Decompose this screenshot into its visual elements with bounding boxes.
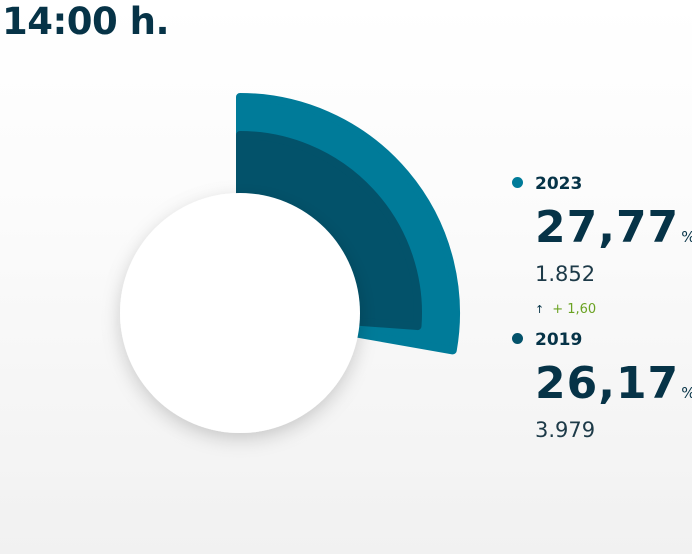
legend: 2023 27,77% 1.852 ↑ + 1,60 2019 26,17% 3… xyxy=(512,170,692,450)
percent-unit: % xyxy=(681,228,692,246)
center-disc xyxy=(120,193,360,433)
legend-item-2019: 2019 26,17% 3.979 xyxy=(512,326,692,450)
legend-year: 2019 xyxy=(535,330,583,350)
percent-unit: % xyxy=(681,384,692,402)
legend-year: 2023 xyxy=(535,174,583,194)
change-value: + 1,60 xyxy=(552,301,597,317)
time-heading: 14:00 h. xyxy=(2,0,170,43)
legend-item-2023: 2023 27,77% 1.852 ↑ + 1,60 xyxy=(512,170,692,324)
count-value: 1.852 xyxy=(535,262,596,286)
percent-value: 26,17 xyxy=(535,358,680,409)
change-indicator: ↑ + 1,60 xyxy=(535,294,687,324)
count-value: 3.979 xyxy=(535,418,596,442)
arrow-up-icon: ↑ xyxy=(535,302,545,316)
percent-value: 27,77 xyxy=(535,202,680,253)
series-dot-2019 xyxy=(512,332,523,344)
series-dot-2023 xyxy=(512,176,523,188)
